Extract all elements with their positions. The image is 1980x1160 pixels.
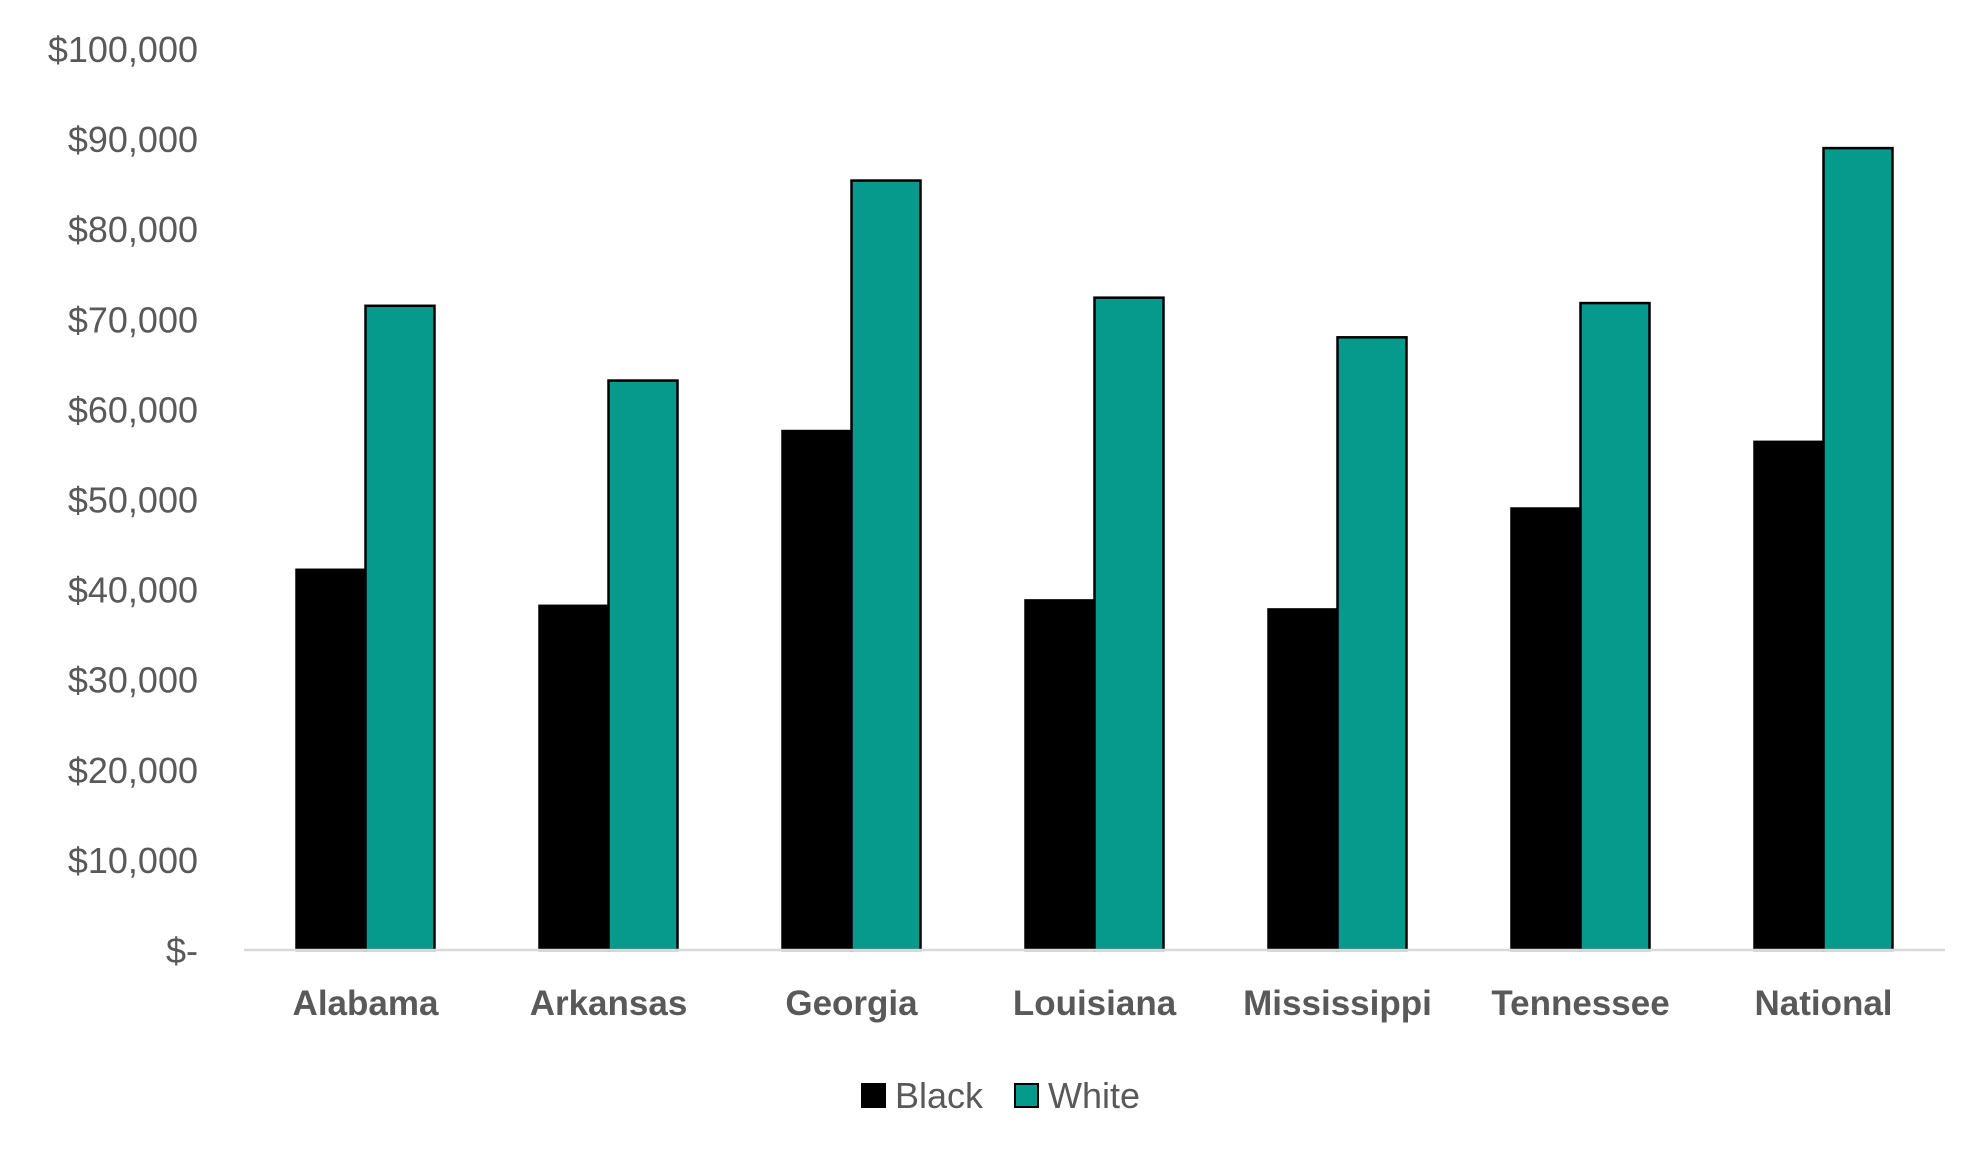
- x-tick-label: Tennessee: [1491, 984, 1669, 1023]
- legend-swatch-black: [861, 1083, 886, 1108]
- bar-white-mississippi: [1336, 336, 1408, 952]
- bar-white-arkansas: [607, 379, 679, 952]
- x-tick-label: Alabama: [293, 984, 439, 1023]
- legend-label-white: White: [1048, 1075, 1140, 1116]
- bar-black-tennessee: [1510, 507, 1582, 952]
- legend: Black White: [861, 1075, 1140, 1116]
- bar-white-alabama: [364, 304, 436, 952]
- bar-white-georgia: [850, 179, 922, 952]
- bar-black-georgia: [781, 429, 853, 952]
- y-tick-label: $90,000: [68, 119, 198, 160]
- bar-black-alabama: [295, 568, 367, 952]
- y-tick-label: $20,000: [68, 750, 198, 791]
- bar-white-national: [1822, 146, 1894, 952]
- y-tick-label: $50,000: [68, 480, 198, 521]
- legend-swatch-white: [1014, 1083, 1039, 1108]
- y-tick-label: $60,000: [68, 389, 198, 430]
- bar-white-louisiana: [1093, 296, 1165, 952]
- bar-black-national: [1753, 440, 1825, 952]
- y-tick-label: $-: [166, 930, 198, 971]
- y-tick-label: $80,000: [68, 209, 198, 250]
- x-axis-ticks: Alabama Arkansas Georgia Louisiana Mississip…: [293, 984, 1893, 1023]
- bars: [295, 146, 1894, 952]
- y-tick-label: $100,000: [48, 29, 198, 70]
- y-tick-label: $70,000: [68, 299, 198, 340]
- y-tick-label: $10,000: [68, 840, 198, 881]
- legend-label-black: Black: [895, 1075, 984, 1116]
- bar-white-tennessee: [1579, 301, 1651, 952]
- x-tick-label: Mississippi: [1243, 984, 1432, 1023]
- y-axis-ticks: $- $10,000 $20,000 $30,000 $40,000 $50,000 $60…: [48, 29, 198, 971]
- y-tick-label: $30,000: [68, 660, 198, 701]
- bar-black-arkansas: [538, 604, 610, 952]
- x-tick-label: Georgia: [785, 984, 918, 1023]
- x-tick-label: Louisiana: [1013, 984, 1177, 1023]
- x-tick-label: Arkansas: [530, 984, 688, 1023]
- y-tick-label: $40,000: [68, 570, 198, 611]
- bar-black-mississippi: [1267, 608, 1339, 952]
- x-tick-label: National: [1754, 984, 1892, 1023]
- bar-black-louisiana: [1024, 599, 1096, 952]
